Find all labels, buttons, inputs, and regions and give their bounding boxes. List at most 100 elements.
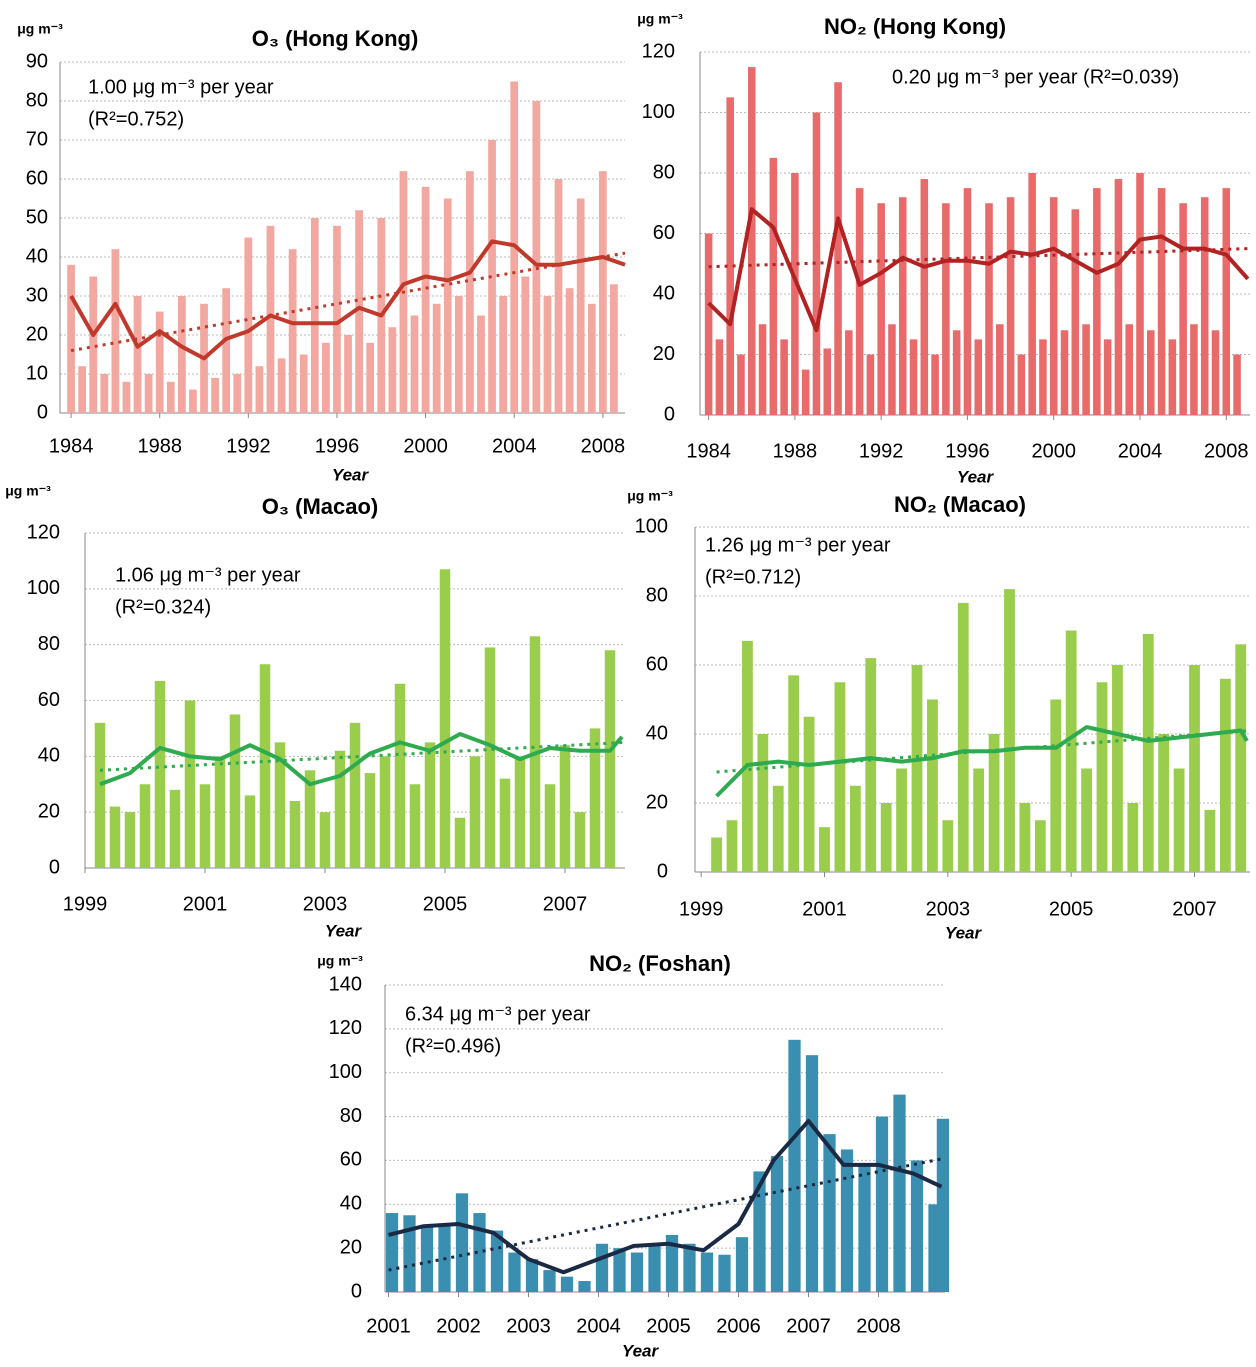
bar	[490, 1230, 504, 1292]
bar	[805, 1055, 819, 1292]
bar	[514, 756, 526, 868]
y-unit: μg m⁻³	[627, 488, 673, 504]
bar	[911, 665, 923, 872]
bar	[877, 203, 885, 415]
x-tick-label: 2001	[183, 893, 228, 915]
bar	[255, 366, 264, 413]
bar	[139, 784, 151, 868]
chart-title: O₃ (Hong Kong)	[252, 26, 419, 51]
bar	[211, 377, 219, 413]
bar	[1125, 324, 1133, 415]
bar	[1142, 633, 1154, 872]
bar	[683, 1243, 696, 1292]
bar	[1071, 209, 1080, 415]
bar	[578, 1281, 591, 1292]
bar	[576, 198, 585, 413]
bar	[89, 276, 98, 413]
x-tick-label: 2008	[581, 435, 626, 457]
annotation: (R²=0.712)	[705, 566, 801, 588]
y-unit: μg m⁻³	[637, 11, 683, 27]
x-tick-label: 2008	[1204, 440, 1249, 462]
bar	[726, 820, 738, 872]
y-tick-label: 40	[340, 1193, 362, 1215]
bar	[322, 342, 330, 413]
bar	[770, 1156, 784, 1292]
chart-title: NO₂ (Macao)	[894, 492, 1026, 517]
bar	[942, 820, 954, 872]
y-tick-label: 40	[38, 745, 60, 767]
bar	[849, 785, 861, 872]
bar	[780, 339, 788, 415]
x-axis-label: Year	[622, 1341, 660, 1360]
bar	[349, 722, 361, 868]
annotation: (R²=0.496)	[405, 1035, 501, 1057]
y-tick-label: 40	[26, 245, 48, 267]
x-tick-label: 2003	[926, 898, 971, 920]
y-unit: μg m⁻³	[17, 21, 63, 37]
bar	[772, 785, 784, 872]
y-tick-label: 140	[329, 973, 362, 995]
bar	[310, 218, 319, 413]
bar	[735, 1237, 749, 1292]
bar	[304, 770, 316, 868]
bar	[199, 784, 211, 868]
bar	[421, 186, 430, 413]
bar	[154, 680, 166, 868]
x-tick-label: 2007	[543, 893, 588, 915]
y-tick-label: 20	[340, 1236, 362, 1258]
bar	[109, 806, 121, 868]
bar	[952, 330, 961, 415]
annotation: 1.26 μg m⁻³ per year	[705, 534, 891, 556]
bar	[985, 203, 993, 415]
bar	[855, 188, 864, 415]
x-tick-label: 1988	[773, 440, 818, 462]
bar	[1200, 197, 1209, 415]
bar	[753, 1171, 766, 1292]
x-axis-label: Year	[957, 467, 995, 486]
bar	[595, 1243, 609, 1292]
y-tick-label: 80	[653, 161, 675, 183]
trend-line	[716, 729, 1251, 774]
bar	[758, 324, 767, 415]
bar	[1147, 330, 1155, 415]
x-tick-label: 1984	[49, 435, 94, 457]
bar	[823, 348, 832, 415]
bar	[1006, 197, 1015, 415]
y-tick-label: 120	[329, 1017, 362, 1039]
bar	[184, 700, 196, 868]
annotation: 1.00 μg m⁻³ per year	[88, 76, 274, 98]
bar	[544, 784, 556, 868]
bar	[898, 197, 907, 415]
bar	[277, 358, 286, 413]
y-tick-label: 100	[329, 1061, 362, 1083]
bar	[469, 756, 481, 868]
bar	[532, 101, 541, 413]
bar	[439, 569, 451, 868]
bar	[1004, 589, 1015, 872]
bar	[1017, 354, 1026, 415]
chart-title: NO₂ (Hong Kong)	[824, 14, 1006, 39]
moving-average-line	[707, 207, 1250, 333]
y-tick-label: 60	[646, 653, 668, 675]
trend-line	[708, 247, 1248, 269]
bar	[942, 203, 950, 415]
bar	[665, 1234, 679, 1292]
bar	[630, 1252, 644, 1292]
bar	[299, 354, 308, 413]
bar	[543, 296, 552, 413]
x-tick-label: 2005	[1049, 898, 1094, 920]
bar	[560, 1276, 574, 1292]
bar	[565, 288, 574, 413]
bar	[803, 716, 815, 872]
bar	[424, 742, 436, 868]
bar	[1050, 699, 1062, 872]
bar	[718, 1254, 731, 1292]
bar	[1157, 188, 1166, 415]
bar	[700, 1252, 714, 1292]
bar	[289, 801, 301, 868]
bar	[1235, 644, 1247, 872]
bar	[931, 354, 939, 415]
bar	[319, 812, 331, 868]
y-tick-label: 0	[49, 856, 60, 878]
